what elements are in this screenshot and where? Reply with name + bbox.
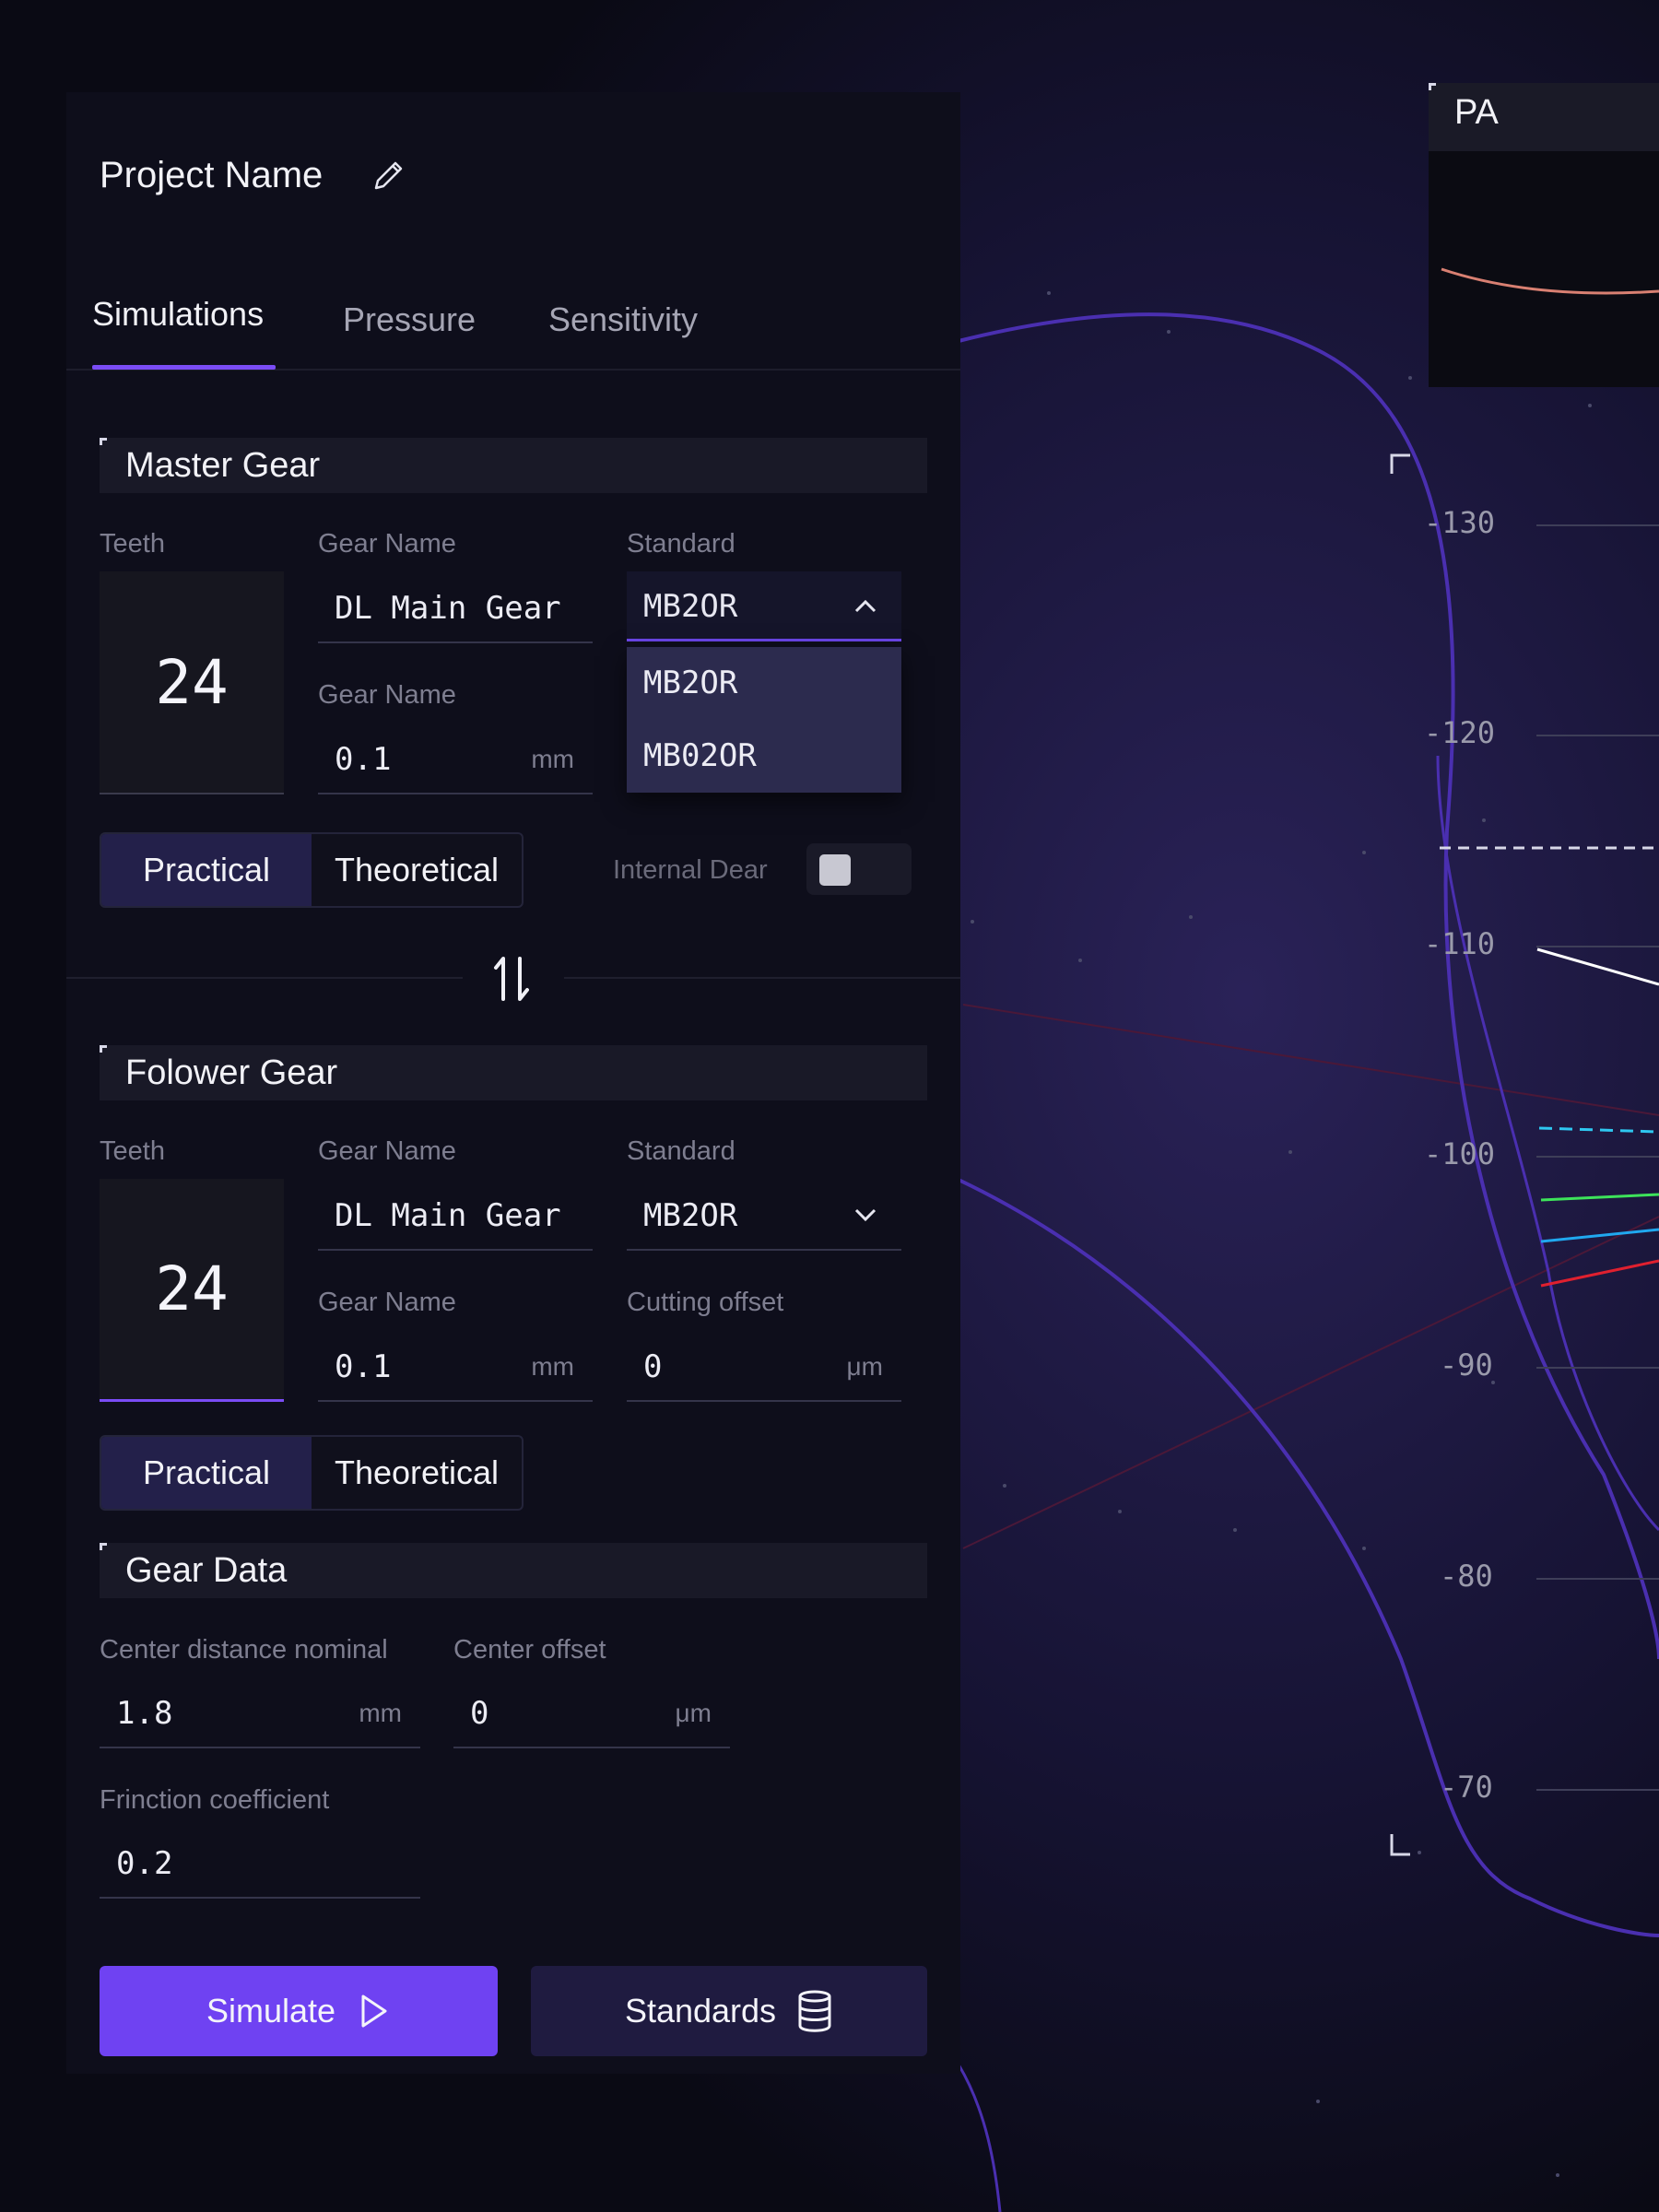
master-gear-name-input[interactable]: DL Main Gear: [318, 573, 593, 643]
y-tick-label: -70: [1440, 1770, 1493, 1805]
standards-button[interactable]: Standards: [531, 1966, 927, 2056]
module-value: 0.1: [335, 741, 392, 778]
module-value: 0.1: [335, 1348, 392, 1385]
section-title: Gear Data: [125, 1551, 288, 1590]
center-distance-value: 1.8: [116, 1695, 173, 1732]
unit-micrometer: μm: [675, 1699, 712, 1727]
standard-label: Standard: [627, 529, 735, 559]
chevron-up-icon[interactable]: [853, 597, 878, 616]
follower-teeth-input[interactable]: 24: [100, 1179, 284, 1402]
master-teeth-input[interactable]: 24: [100, 571, 284, 794]
unit-mm: mm: [359, 1699, 402, 1727]
database-icon: [798, 1990, 831, 2032]
section-title: Folower Gear: [125, 1053, 338, 1092]
master-mode-toggle: Practical Theoretical: [100, 832, 524, 908]
follower-module-input[interactable]: 0.1 mm: [318, 1332, 593, 1402]
master-standard-select[interactable]: MB2OR: [627, 571, 901, 641]
tab-pressure[interactable]: Pressure: [343, 300, 477, 338]
module-label: Gear Name: [318, 1288, 456, 1317]
gear-name-label: Gear Name: [318, 1136, 456, 1166]
tab-simulations[interactable]: Simulations: [92, 295, 265, 333]
corner-mark: [1429, 83, 1436, 90]
chevron-down-icon[interactable]: [853, 1206, 878, 1224]
cutting-offset-label: Cutting offset: [627, 1288, 784, 1317]
switch-knob: [819, 854, 851, 886]
pencil-icon[interactable]: [371, 157, 407, 194]
follower-gear-header: Folower Gear: [100, 1045, 927, 1100]
cutting-offset-input[interactable]: 0 μm: [627, 1332, 901, 1402]
center-distance-label: Center distance nominal: [100, 1635, 388, 1665]
y-tick-label: -100: [1424, 1136, 1496, 1171]
module-label: Gear Name: [318, 680, 456, 710]
tab-active-indicator: [92, 365, 276, 370]
selected-standard: MB2OR: [643, 1197, 738, 1234]
teeth-label: Teeth: [100, 1136, 165, 1166]
corner-mark: [100, 1045, 107, 1053]
standard-dropdown-menu: MB2OR MB02OR: [627, 647, 901, 793]
swap-icon[interactable]: [488, 953, 536, 1005]
center-distance-input[interactable]: 1.8 mm: [100, 1678, 420, 1748]
play-icon: [361, 1994, 387, 2028]
section-title: Master Gear: [125, 446, 321, 485]
teeth-label: Teeth: [100, 529, 165, 559]
follower-standard-select[interactable]: MB2OR: [627, 1181, 901, 1251]
unit-mm: mm: [531, 1352, 574, 1381]
mode-practical-button[interactable]: Practical: [101, 1437, 312, 1509]
tab-sensitivity[interactable]: Sensitivity: [548, 300, 699, 338]
divider: [66, 977, 463, 979]
corner-mark: [100, 1543, 107, 1550]
divider: [564, 977, 960, 979]
center-offset-value: 0: [470, 1695, 489, 1732]
internal-gear-label: Internal Dear: [613, 855, 768, 885]
y-tick-label: -90: [1440, 1347, 1493, 1382]
standards-label: Standards: [624, 1992, 777, 2030]
dropdown-option[interactable]: MB2OR: [643, 665, 738, 701]
follower-gear-name-input[interactable]: DL Main Gear: [318, 1181, 593, 1251]
corner-mark: [100, 438, 107, 445]
y-tick-label: -130: [1424, 505, 1496, 540]
center-offset-input[interactable]: 0 μm: [453, 1678, 730, 1748]
mode-practical-button[interactable]: Practical: [101, 834, 312, 906]
follower-mode-toggle: Practical Theoretical: [100, 1435, 524, 1511]
pa-chart-title: PA: [1454, 93, 1499, 132]
unit-mm: mm: [531, 745, 574, 773]
pa-chart-plot: [1429, 151, 1659, 387]
project-name[interactable]: Project Name: [100, 155, 324, 195]
internal-gear-switch[interactable]: [806, 843, 912, 895]
pa-chart-series-line: [1441, 267, 1659, 295]
cutting-offset-value: 0: [643, 1348, 663, 1385]
pa-chart-header: PA: [1429, 83, 1659, 151]
y-tick-label: -120: [1424, 715, 1496, 750]
y-tick-label: -80: [1440, 1559, 1493, 1594]
friction-input[interactable]: 0.2: [100, 1829, 420, 1899]
unit-micrometer: μm: [846, 1352, 883, 1381]
master-module-input[interactable]: 0.1 mm: [318, 724, 593, 794]
standard-label: Standard: [627, 1136, 735, 1166]
tab-divider: [66, 369, 960, 371]
friction-label: Frinction coefficient: [100, 1785, 330, 1815]
simulate-button[interactable]: Simulate: [100, 1966, 498, 2056]
mode-theoretical-button[interactable]: Theoretical: [334, 1453, 500, 1491]
selected-standard: MB2OR: [643, 588, 738, 625]
y-tick-label: -110: [1424, 926, 1496, 961]
gear-data-header: Gear Data: [100, 1543, 927, 1598]
simulate-label: Simulate: [206, 1992, 336, 2030]
gear-name-label: Gear Name: [318, 529, 456, 559]
mode-theoretical-button[interactable]: Theoretical: [334, 851, 500, 888]
friction-value: 0.2: [116, 1845, 173, 1882]
dropdown-option[interactable]: MB02OR: [643, 737, 757, 774]
center-offset-label: Center offset: [453, 1635, 606, 1665]
master-gear-header: Master Gear: [100, 438, 927, 493]
